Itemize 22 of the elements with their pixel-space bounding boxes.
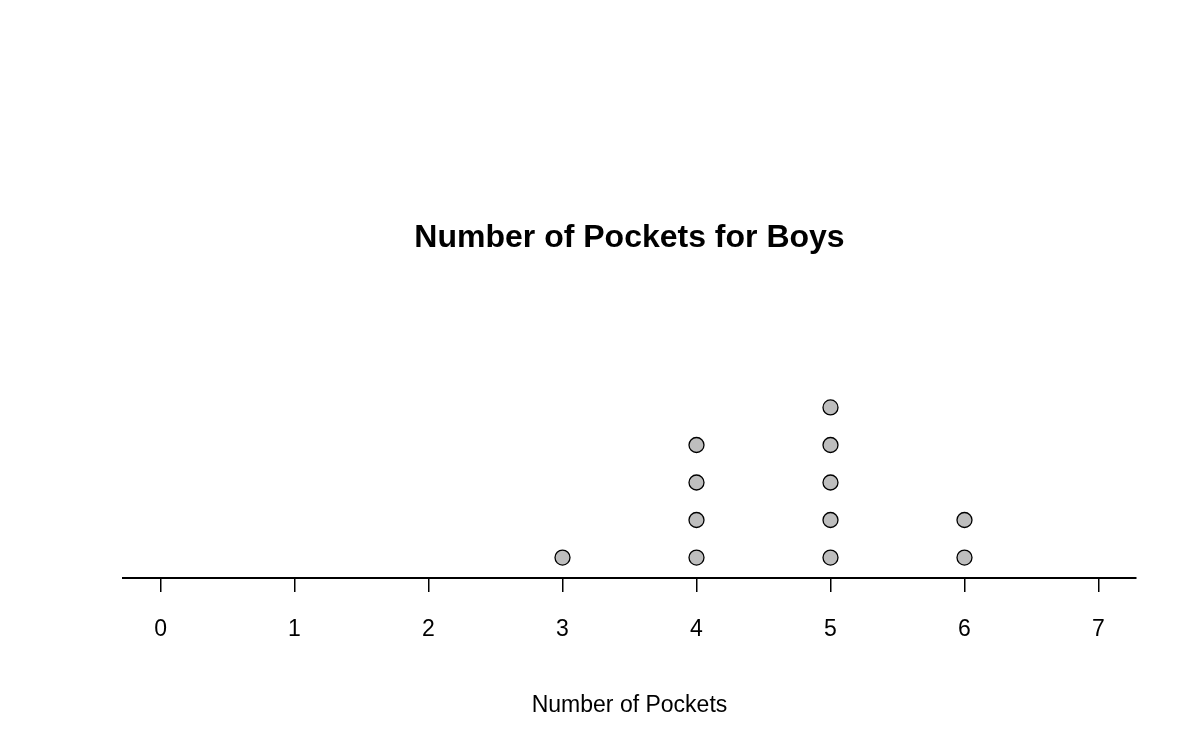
point [822, 549, 839, 566]
point [822, 474, 839, 491]
point [688, 436, 705, 454]
point [688, 474, 705, 491]
point [688, 549, 705, 566]
point [822, 436, 839, 454]
x-tick-label: 1 [288, 615, 301, 642]
point [822, 399, 839, 416]
x-tick-label: 4 [690, 615, 704, 642]
x-axis-title: Number of Pockets [531, 690, 728, 717]
x-tick-label: 0 [154, 615, 167, 642]
x-tick-label: 6 [958, 615, 971, 642]
point [956, 549, 973, 566]
x-tick-label: 2 [422, 615, 435, 642]
point [822, 511, 839, 529]
x-tick-label: 3 [556, 615, 569, 642]
point [554, 549, 571, 566]
chart-title: Number of Pockets for Boys [414, 218, 845, 255]
x-tick-label: 5 [824, 615, 837, 642]
point [956, 511, 973, 529]
x-tick-label: 7 [1092, 615, 1105, 642]
point [688, 511, 705, 529]
